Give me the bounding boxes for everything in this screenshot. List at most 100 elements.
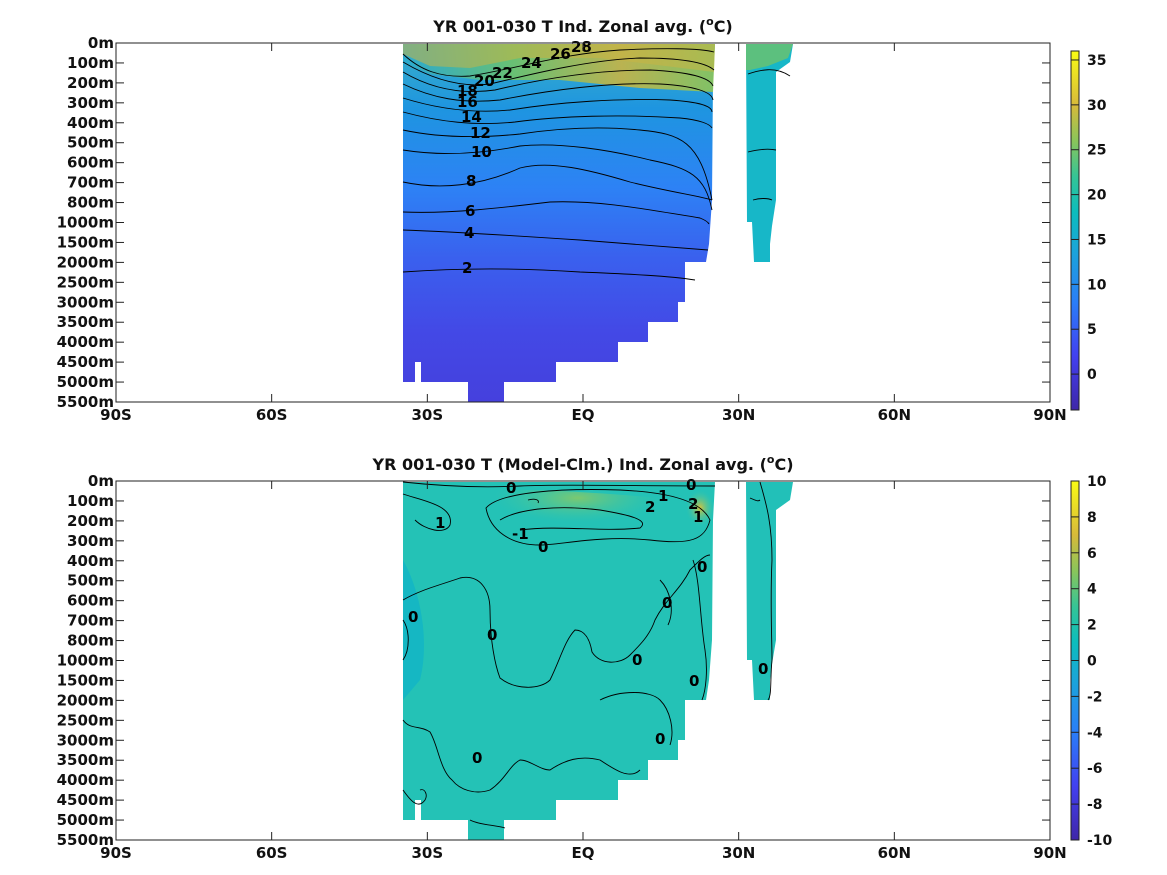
y-tick-label: 2000m (57, 253, 114, 271)
y-tick-label: 600m (67, 154, 114, 172)
y-tick-label: 800m (67, 632, 114, 650)
colorbar-tick-label: 30 (1087, 98, 1107, 114)
anomaly-contours (402, 481, 773, 829)
temperature-field (403, 44, 793, 402)
contour-label: 6 (465, 202, 475, 220)
contour-label: 0 (487, 626, 497, 644)
x-tick-label: 90N (1033, 844, 1066, 862)
temperature-contours (402, 48, 791, 281)
contour-label: 0 (686, 476, 696, 494)
anomaly-field (403, 482, 793, 840)
y-tick-label: 2000m (57, 691, 114, 709)
colorbar-tick-label: 20 (1087, 188, 1107, 204)
x-tick-label: EQ (572, 406, 595, 424)
x-tick-label: EQ (572, 844, 595, 862)
colorbar-tick-label: -10 (1087, 833, 1113, 849)
x-tick-label: 30N (722, 844, 755, 862)
colorbar-tick-label: 2 (1087, 618, 1097, 634)
panel-2-colorbar-ticks: 10 8 6 4 2 0 -2 -4 -6 -8 -10 (1071, 474, 1113, 849)
y-tick-label: 200m (67, 74, 114, 92)
y-tick-label: 1000m (57, 214, 114, 232)
x-tick-label: 30S (411, 844, 443, 862)
contour-label: 0 (697, 558, 707, 576)
y-tick-label: 5000m (57, 811, 114, 829)
panel-2-title: YR 001-030 T (Model-Clm.) Ind. Zonal avg… (371, 453, 793, 474)
y-tick-label: 4500m (57, 791, 114, 809)
colorbar-tick-label: -6 (1087, 761, 1103, 777)
x-tick-label: 90N (1033, 406, 1066, 424)
y-tick-label: 0m (88, 34, 114, 52)
contour-label: 0 (662, 594, 672, 612)
colorbar-tick-label: 5 (1087, 322, 1097, 338)
x-tick-label: 60N (878, 844, 911, 862)
y-tick-label: 5500m (57, 393, 114, 411)
y-tick-label: 3000m (57, 293, 114, 311)
contour-label: 0 (408, 608, 418, 626)
y-tick-label: 2500m (57, 711, 114, 729)
x-tick-label: 60S (256, 406, 288, 424)
contour-label: 28 (571, 38, 592, 56)
x-tick-label: 60N (878, 406, 911, 424)
colorbar-tick-label: 4 (1087, 582, 1097, 598)
y-tick-label: 800m (67, 194, 114, 212)
contour-label: 18 (457, 82, 478, 100)
colorbar-tick-label: 0 (1087, 654, 1097, 670)
anomaly-contour-labels: 0 0 1 2 2 1 1 -1 0 0 0 0 0 0 0 0 0 0 (408, 476, 768, 767)
x-tick-label: 30S (411, 406, 443, 424)
panel-1-x-axis: 90S 60S 30S EQ 30N 60N 90N (100, 43, 1067, 424)
colorbar-tick-label: 8 (1087, 510, 1097, 526)
y-tick-label: 1000m (57, 652, 114, 670)
contour-label: 24 (521, 54, 542, 72)
contour-label: 0 (689, 672, 699, 690)
colorbar-tick-label: 35 (1087, 53, 1106, 69)
panel-1-colorbar (1071, 51, 1079, 410)
y-tick-label: 100m (67, 492, 114, 510)
contour-label: 26 (550, 45, 571, 63)
colorbar-tick-label: -2 (1087, 689, 1103, 705)
y-tick-label: 300m (67, 94, 114, 112)
contour-label: 2 (645, 498, 655, 516)
y-tick-label: 2500m (57, 273, 114, 291)
contour-label: 0 (538, 538, 548, 556)
colorbar-tick-label: 15 (1087, 232, 1106, 248)
y-tick-label: 600m (67, 592, 114, 610)
y-tick-label: 200m (67, 512, 114, 530)
anomaly-panel: YR 001-030 T (Model-Clm.) Ind. Zonal avg… (57, 453, 1113, 862)
y-tick-label: 5000m (57, 373, 114, 391)
x-tick-label: 90S (100, 406, 132, 424)
panel-1-colorbar-ticks: 35 30 25 20 15 10 5 0 (1071, 53, 1107, 383)
x-tick-label: 90S (100, 844, 132, 862)
contour-label: 12 (470, 124, 491, 142)
contour-label: 2 (688, 495, 698, 513)
y-tick-label: 1500m (57, 233, 114, 251)
y-tick-label: 300m (67, 532, 114, 550)
panel-1-y-axis: 0m100m200m300m400m500m600m700m800m1000m1… (57, 34, 1050, 411)
y-tick-label: 4000m (57, 333, 114, 351)
colorbar-tick-label: 10 (1087, 474, 1107, 490)
contour-label: 0 (655, 730, 665, 748)
contour-label: 2 (462, 259, 472, 277)
colorbar-tick-label: -8 (1087, 797, 1103, 813)
y-tick-label: 3500m (57, 751, 114, 769)
contour-label: -1 (512, 525, 529, 543)
y-tick-label: 1500m (57, 671, 114, 689)
colorbar-tick-label: 10 (1087, 277, 1107, 293)
y-tick-label: 4000m (57, 771, 114, 789)
y-tick-label: 400m (67, 114, 114, 132)
y-tick-label: 400m (67, 552, 114, 570)
contour-label: 0 (506, 479, 516, 497)
contour-label: 1 (658, 487, 668, 505)
contour-label: 16 (457, 93, 478, 111)
y-tick-label: 3000m (57, 731, 114, 749)
y-tick-label: 0m (88, 472, 114, 490)
x-tick-label: 60S (256, 844, 288, 862)
y-tick-label: 3500m (57, 313, 114, 331)
contour-label: 14 (461, 108, 482, 126)
contour-label: 4 (464, 224, 474, 242)
contour-label: 20 (474, 72, 495, 90)
y-tick-label: 500m (67, 572, 114, 590)
contour-label: 1 (435, 514, 445, 532)
colorbar-tick-label: 6 (1087, 546, 1097, 562)
contour-label: 22 (492, 64, 513, 82)
